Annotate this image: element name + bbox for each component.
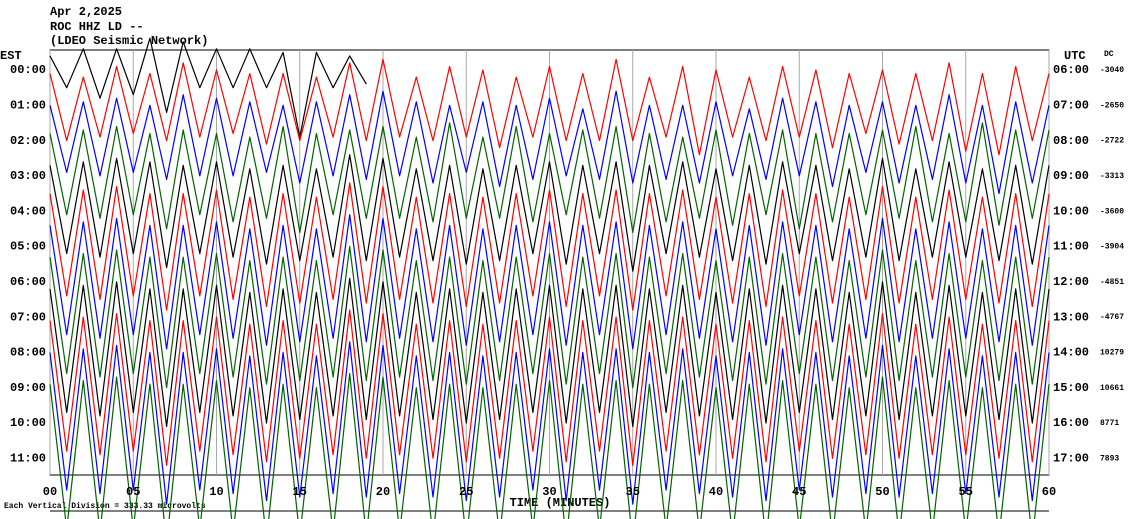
utc-hour-label: 08:00 bbox=[1053, 134, 1089, 148]
dc-offset-label: 8771 bbox=[1100, 419, 1119, 428]
trace bbox=[49, 341, 1050, 505]
utc-hour-label: 11:00 bbox=[1053, 240, 1089, 254]
utc-hour-label: 10:00 bbox=[1053, 204, 1089, 218]
scale-note: Each Vertical Division = 333.33 microvol… bbox=[4, 502, 206, 511]
est-hour-label: 00:00 bbox=[10, 63, 46, 77]
dc-offset-label: 10279 bbox=[1100, 349, 1124, 358]
est-hour-label: 02:00 bbox=[10, 134, 46, 148]
x-tick-label: 30 bbox=[542, 485, 556, 499]
station: ROC HHZ LD -- bbox=[50, 20, 144, 34]
dc-offset-label: 7893 bbox=[1100, 454, 1119, 463]
x-tick-label: 05 bbox=[126, 485, 140, 499]
utc-label: UTC bbox=[1064, 49, 1086, 63]
trace bbox=[49, 309, 1050, 466]
dc-offset-label: -3600 bbox=[1100, 207, 1124, 216]
est-hour-label: 09:00 bbox=[10, 381, 46, 395]
network: (LDEO Seismic Network) bbox=[50, 34, 208, 48]
dc-offset-label: -3313 bbox=[1100, 172, 1124, 181]
x-tick-label: 45 bbox=[792, 485, 806, 499]
trace bbox=[49, 214, 1050, 350]
dc-offset-label: -2650 bbox=[1100, 101, 1124, 110]
dc-offset-label: -2722 bbox=[1100, 137, 1124, 146]
x-axis-label: TIME (MINUTES) bbox=[510, 496, 611, 510]
trace bbox=[49, 154, 1050, 272]
x-tick-label: 20 bbox=[376, 485, 390, 499]
trace bbox=[49, 373, 1050, 519]
utc-hour-label: 06:00 bbox=[1053, 63, 1089, 77]
est-hour-label: 06:00 bbox=[10, 275, 46, 289]
trace bbox=[49, 37, 367, 138]
est-hour-label: 07:00 bbox=[10, 310, 46, 324]
dc-offset-label: -3040 bbox=[1100, 66, 1124, 75]
dc-offset-label: 10661 bbox=[1100, 384, 1124, 393]
est-hour-label: 01:00 bbox=[10, 98, 46, 112]
utc-hour-label: 16:00 bbox=[1053, 416, 1089, 430]
trace bbox=[49, 182, 1050, 311]
x-tick-label: 50 bbox=[875, 485, 889, 499]
x-tick-label: 35 bbox=[626, 485, 640, 499]
utc-hour-label: 17:00 bbox=[1053, 451, 1089, 465]
utc-hour-label: 13:00 bbox=[1053, 310, 1089, 324]
utc-hour-label: 09:00 bbox=[1053, 169, 1089, 183]
est-hour-label: 08:00 bbox=[10, 346, 46, 360]
utc-hour-label: 14:00 bbox=[1053, 346, 1089, 360]
date: Apr 2,2025 bbox=[50, 5, 122, 19]
dc-offset-label: -4767 bbox=[1100, 313, 1124, 322]
utc-hour-label: 12:00 bbox=[1053, 275, 1089, 289]
x-tick-label: 00 bbox=[43, 485, 57, 499]
x-tick-label: 25 bbox=[459, 485, 473, 499]
utc-hour-label: 07:00 bbox=[1053, 98, 1089, 112]
utc-hour-label: 15:00 bbox=[1053, 381, 1089, 395]
labels: 00 05 10 15 20 25 30 35 40 45 50 55 60 00:00 06:00 -304… bbox=[10, 63, 1124, 499]
dc-offset-label: -4851 bbox=[1100, 278, 1124, 287]
est-hour-label: 11:00 bbox=[10, 451, 46, 465]
x-tick-label: 15 bbox=[293, 485, 307, 499]
trace bbox=[49, 245, 1050, 389]
trace bbox=[49, 58, 1050, 156]
x-tick-label: 10 bbox=[209, 485, 223, 499]
x-tick-label: 40 bbox=[709, 485, 723, 499]
dc-label: DC bbox=[1104, 50, 1114, 59]
traces bbox=[49, 37, 1050, 519]
trace bbox=[49, 90, 1050, 195]
dc-offset-label: -3904 bbox=[1100, 243, 1124, 252]
est-hour-label: 03:00 bbox=[10, 169, 46, 183]
est-hour-label: 05:00 bbox=[10, 240, 46, 254]
est-hour-label: 10:00 bbox=[10, 416, 46, 430]
x-tick-label: 55 bbox=[959, 485, 973, 499]
est-label: EST bbox=[0, 49, 22, 63]
trace bbox=[49, 277, 1050, 428]
est-hour-label: 04:00 bbox=[10, 204, 46, 218]
x-tick-label: 60 bbox=[1042, 485, 1056, 499]
trace bbox=[49, 122, 1050, 233]
